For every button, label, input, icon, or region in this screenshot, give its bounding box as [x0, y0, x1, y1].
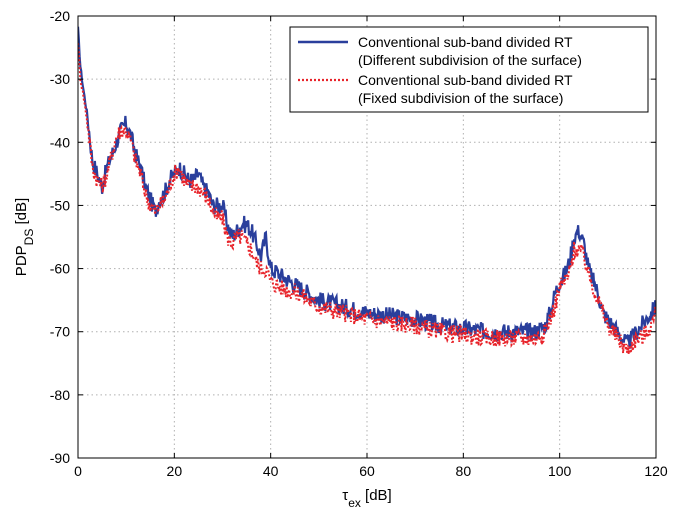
y-axis-title-sub: DS — [22, 229, 36, 246]
x-tick-label: 100 — [548, 463, 572, 479]
y-tick-label: -20 — [50, 8, 70, 24]
y-axis-title-main: PDP — [13, 245, 30, 276]
y-tick-label: -60 — [50, 261, 70, 277]
x-axis-title-sub: ex — [348, 496, 361, 510]
legend-box — [289, 26, 649, 113]
y-tick-label: -90 — [50, 450, 70, 466]
y-tick-label: -50 — [50, 197, 70, 213]
ticks — [77, 15, 657, 459]
legend-label-different-line2: (Different subdivision of the surface) — [358, 52, 582, 68]
x-tick-label: 20 — [167, 463, 183, 479]
legend-label-fixed-line1: Conventional sub-band divided RT — [358, 72, 573, 88]
x-tick-label: 0 — [74, 463, 82, 479]
axis-labels: 0 20 40 60 80 100 120 -90 -80 -70 -60 -50 -40 -30 -20 — [50, 8, 668, 479]
x-tick-label: 40 — [263, 463, 279, 479]
series-group — [78, 26, 656, 355]
legend: Conventional sub-band divided RT (Differ… — [289, 26, 649, 113]
y-tick-label: -30 — [50, 71, 70, 87]
y-tick-label: -80 — [50, 387, 70, 403]
x-axis-title: τex [dB] — [342, 487, 391, 510]
x-tick-label: 80 — [456, 463, 472, 479]
legend-label-fixed-line2: (Fixed subdivision of the surface) — [358, 90, 563, 106]
y-axis-title-unit: [dB] — [13, 198, 30, 229]
legend-label-different-line1: Conventional sub-band divided RT — [358, 34, 573, 50]
x-axis-title-main: τ — [342, 487, 348, 504]
x-tick-label: 120 — [644, 463, 668, 479]
x-axis-title-unit: [dB] — [361, 487, 392, 504]
y-tick-label: -40 — [50, 134, 70, 150]
y-tick-label: -70 — [50, 324, 70, 340]
x-tick-label: 60 — [359, 463, 375, 479]
series-line-1 — [78, 43, 656, 355]
y-axis-title: PDPDS [dB] — [13, 198, 36, 276]
